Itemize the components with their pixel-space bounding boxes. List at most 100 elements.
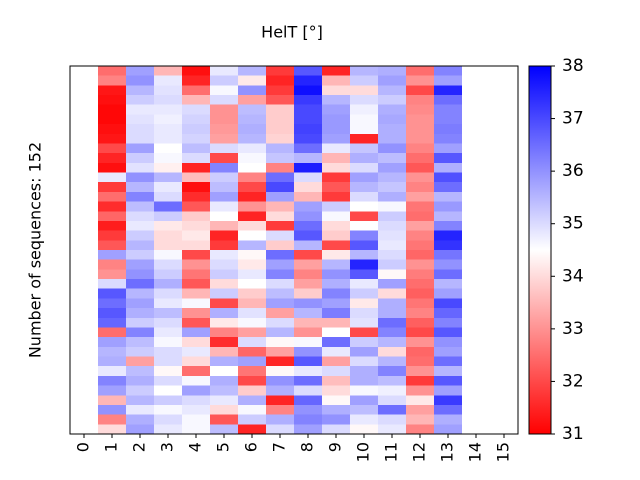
heatmap-cell (294, 288, 322, 299)
heatmap-cell (182, 404, 210, 416)
heatmap-cell (434, 114, 462, 125)
heatmap-cell (294, 298, 322, 309)
heatmap-cell (434, 133, 462, 144)
heatmap-cell (98, 162, 126, 174)
heatmap-cell (294, 66, 322, 77)
heatmap-cell (322, 162, 350, 174)
heatmap-cell (406, 424, 434, 435)
heatmap-cell (154, 337, 182, 348)
heatmap-cell (98, 143, 126, 154)
x-tick-label: 14 (466, 442, 485, 462)
x-tick-label: 11 (382, 442, 401, 462)
heatmap-cell (406, 85, 434, 96)
heatmap-cell (294, 346, 322, 358)
heatmap-cell (182, 298, 210, 309)
heatmap-cell (406, 182, 434, 193)
x-tick-label: 12 (410, 442, 429, 462)
heatmap-cell (210, 346, 238, 358)
heatmap-cell (154, 182, 182, 193)
heatmap-cell (126, 366, 154, 377)
heatmap-cell (434, 250, 462, 261)
heatmap-cell (238, 133, 266, 144)
heatmap-cell (350, 220, 378, 232)
heatmap-cell (126, 162, 154, 174)
heatmap-cell (294, 240, 322, 251)
heatmap-cell (378, 133, 406, 144)
heatmap-cell (406, 114, 434, 125)
heatmap-cell (210, 375, 238, 387)
heatmap-cell (350, 317, 378, 328)
heatmap-cell (210, 230, 238, 241)
heatmap-cell (126, 95, 154, 106)
heatmap-cell (154, 250, 182, 261)
heatmap-cell (126, 220, 154, 232)
colorbar-tick-label: 31 (562, 424, 584, 444)
heatmap-cell (154, 191, 182, 203)
x-tick-label: 8 (298, 442, 317, 452)
heatmap-cell (378, 395, 406, 406)
heatmap-cell (98, 366, 126, 377)
heatmap-cell (238, 153, 266, 164)
heatmap-cell (294, 279, 322, 290)
heatmap-cell (378, 250, 406, 261)
heatmap-cell (210, 75, 238, 86)
heatmap-cell (406, 104, 434, 115)
heatmap-cell (182, 133, 210, 144)
heatmap-cell (434, 85, 462, 96)
heatmap-cell (322, 356, 350, 367)
heatmap-cell (266, 337, 294, 348)
heatmap-cell (126, 298, 154, 309)
heatmap-cell (350, 143, 378, 154)
heatmap-cell (182, 230, 210, 241)
heatmap-cell (238, 162, 266, 174)
heatmap-cell (378, 298, 406, 309)
heatmap-cell (378, 414, 406, 425)
heatmap-cell (238, 143, 266, 154)
heatmap-cell (294, 375, 322, 387)
heatmap-cell (378, 201, 406, 212)
heatmap-cell (238, 375, 266, 387)
heatmap-cell (434, 220, 462, 232)
heatmap-cell (238, 104, 266, 115)
heatmap-cell (154, 172, 182, 183)
heatmap-cell (98, 182, 126, 193)
x-tick-label: 10 (354, 442, 373, 462)
heatmap-cell (294, 250, 322, 261)
heatmap-cell (350, 133, 378, 144)
heatmap-cell (182, 385, 210, 396)
heatmap-cell (294, 259, 322, 270)
heatmap-cell (182, 308, 210, 319)
heatmap-cell (154, 85, 182, 96)
heatmap-cell (238, 424, 266, 435)
colorbar-tick-label: 35 (562, 214, 584, 234)
heatmap-cell (210, 366, 238, 377)
heatmap-cell (350, 404, 378, 416)
heatmap-cell (210, 279, 238, 290)
heatmap-cell (406, 327, 434, 338)
heatmap-cell (182, 211, 210, 222)
heatmap-cell (406, 308, 434, 319)
heatmap-cell (126, 240, 154, 251)
heatmap-cell (210, 66, 238, 77)
x-tick-label: 4 (186, 442, 205, 452)
heatmap-cell (98, 385, 126, 396)
heatmap-cell (126, 279, 154, 290)
heatmap-cell (434, 211, 462, 222)
heatmap-cell (322, 143, 350, 154)
heatmap-cell (322, 220, 350, 232)
heatmap-cell (182, 259, 210, 270)
heatmap-cell (98, 308, 126, 319)
heatmap-cell (378, 191, 406, 203)
colorbar-tick-label: 33 (562, 319, 584, 339)
heatmap-cell (322, 404, 350, 416)
heatmap-cell (266, 375, 294, 387)
heatmap-cell (350, 395, 378, 406)
heatmap-cell (378, 385, 406, 396)
heatmap-cell (98, 259, 126, 270)
heatmap-cell (294, 308, 322, 319)
heatmap-cell (434, 424, 462, 435)
heatmap-cell (378, 308, 406, 319)
heatmap-cell (294, 220, 322, 232)
chart-title: HelT [°] (261, 23, 323, 42)
